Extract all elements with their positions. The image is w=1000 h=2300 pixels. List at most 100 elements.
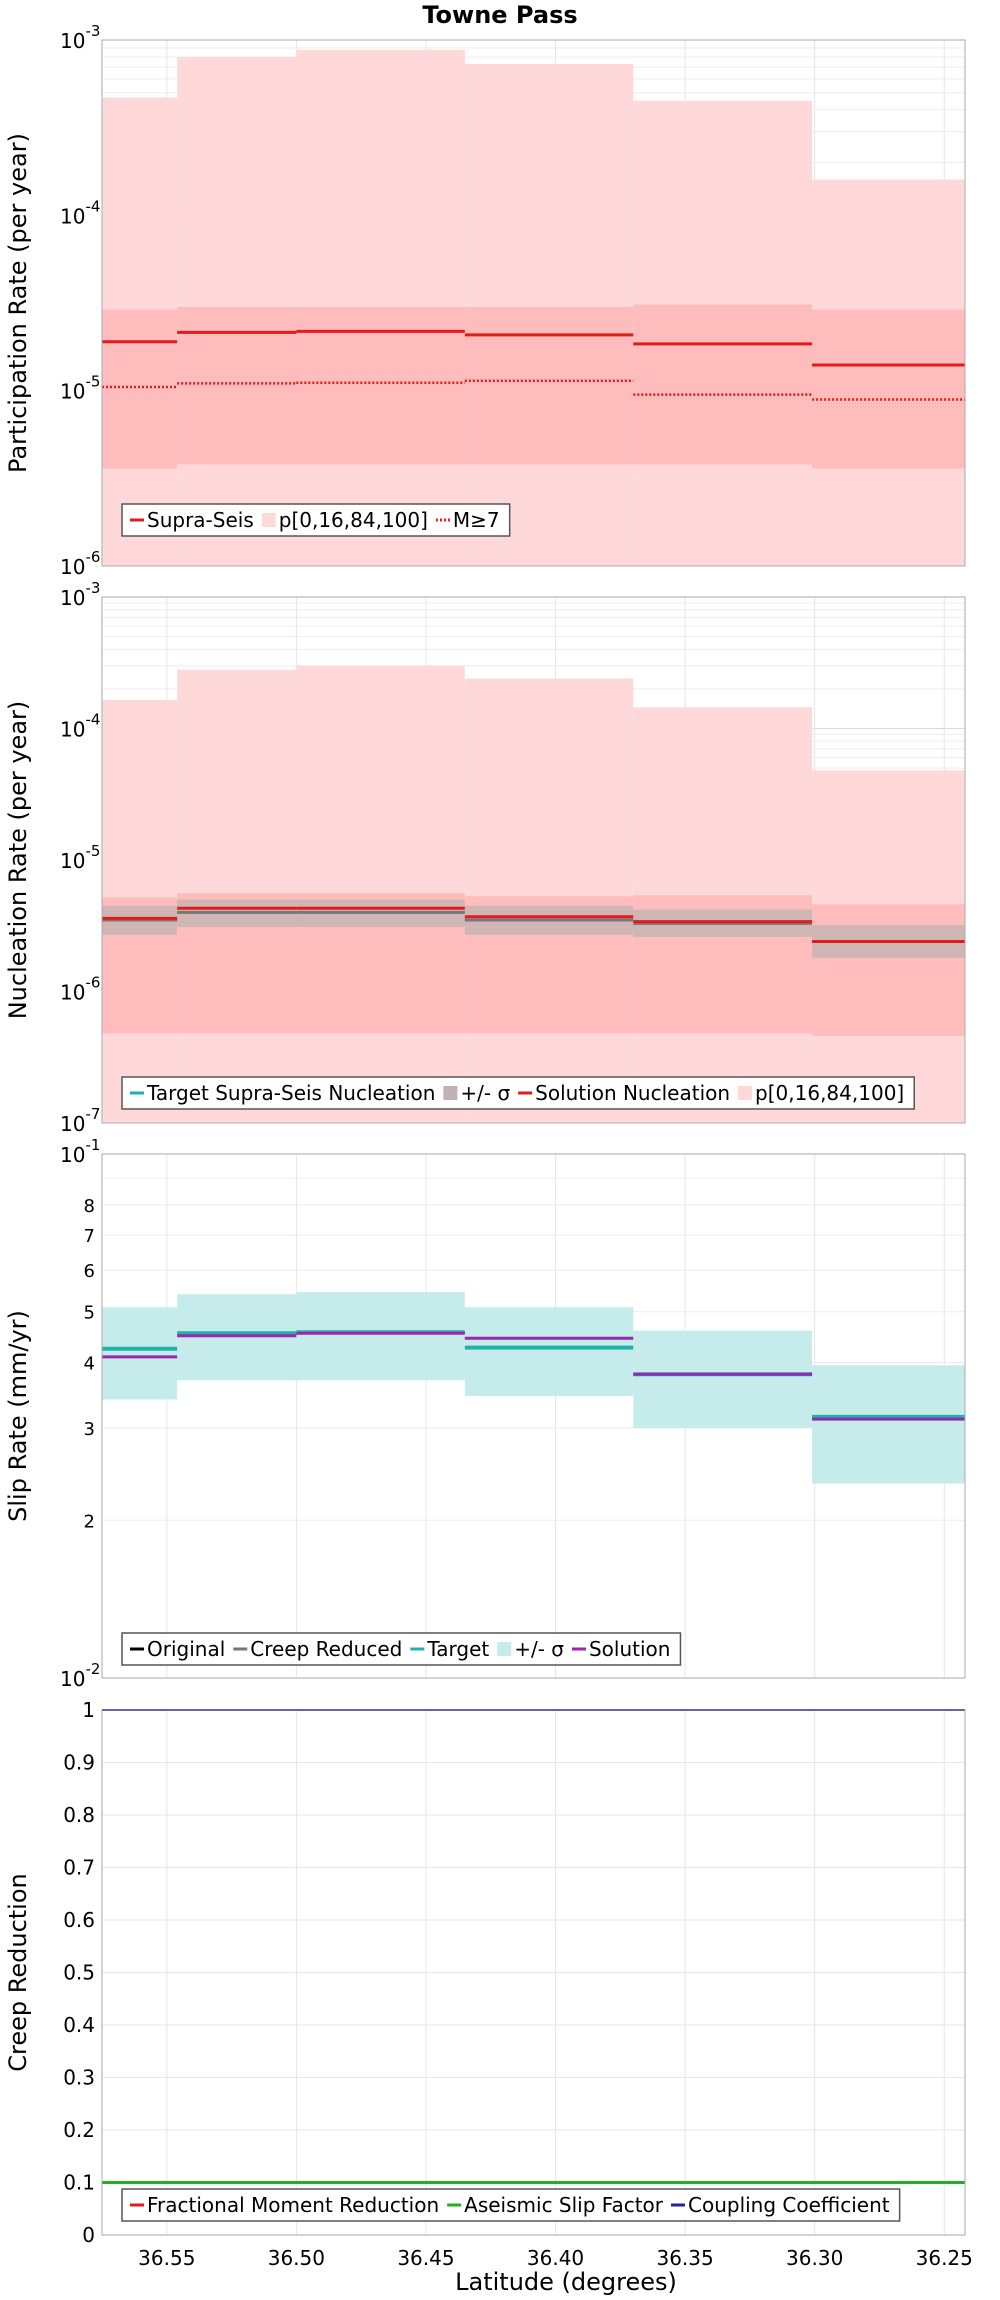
plot-frame [101,1153,966,1679]
legend-label: Creep Reduced [250,1637,402,1661]
y-tick-exponent: -3 [85,22,100,40]
y-tick-label: 6 [84,1261,95,1282]
y-tick-exponent: -5 [85,373,100,391]
legend: Supra-Seis p[0,16,84,100] M≥7 [121,503,511,537]
legend-swatch [261,513,276,527]
x-axis-label: Latitude (degrees) [455,2268,677,2296]
y-axis-label: Slip Rate (mm/yr) [4,1310,32,1522]
x-tick-label: 36.50 [268,2246,325,2270]
legend: Fractional Moment Reduction Aseismic Slip… [121,2188,901,2222]
panel-participation: 10-6 10-5 10-4 10-3 Participation Rate (per … [4,22,966,579]
chart-title: Towne Pass [422,1,577,29]
legend: Original Creep Reduced Target +/- σ Solution [121,1632,682,1666]
legend: Target Supra-Seis Nucleation +/- σ Solutio… [121,1076,915,1110]
band-segment [464,307,634,465]
band-segment [812,1365,965,1484]
legend-swatch [497,1642,512,1656]
legend-swatch [738,1086,753,1100]
band-segment [177,307,297,465]
y-tick-exponent: -4 [85,197,100,215]
plot-frame [101,1709,966,2236]
y-tick-label: 5 [84,1303,95,1324]
y-tick-label: 10-5 [60,842,100,873]
y-tick-exponent: -7 [85,1105,100,1123]
legend-box [121,2188,901,2222]
legend-label: Solution Nucleation [535,1081,730,1105]
legend-label: Target Supra-Seis Nucleation [146,1081,435,1105]
y-tick-label: 0.5 [63,1961,95,1985]
legend-label: Target [426,1637,489,1661]
band-segment [812,904,965,1036]
y-tick-labels: 10-6 10-5 10-4 10-3 [60,22,100,579]
y-tick-label: 10-2 [60,1660,100,1691]
legend-box [121,1076,915,1110]
y-tick-exponent: -2 [85,1660,100,1678]
y-tick-label: 10-3 [60,579,100,610]
band-segment [102,1307,178,1400]
legend-label: Fractional Moment Reduction [147,2193,439,2217]
y-tick-label: 0.8 [63,1803,95,1827]
x-tick-label: 36.55 [138,2246,195,2270]
y-tick-label: 0.1 [63,2171,95,2195]
y-tick-label: 8 [84,1196,95,1217]
legend-swatch [443,1086,458,1100]
y-tick-label: 10-6 [60,974,100,1005]
y-tick-labels: 10-2 2 3 4 5 6 7 8 10-1 [60,1136,100,1691]
y-tick-exponent: -6 [85,548,100,566]
band-segment [296,307,465,465]
x-tick-label: 36.35 [656,2246,713,2270]
y-tick-labels: 0 0.1 0.2 0.3 0.4 0.5 0.6 0.7 0.8 0.9 1 [63,1698,95,2247]
y-tick-label: 0.9 [63,1751,95,1775]
band-segment [633,1330,813,1428]
band-segment [102,309,178,469]
legend-label: +/- σ [460,1081,510,1105]
plot-frame [101,39,966,567]
y-tick-label: 10-1 [60,1136,100,1167]
y-tick-label: 0 [82,2223,95,2247]
plot-frame [101,596,966,1124]
y-axis-label: Participation Rate (per year) [4,133,32,473]
legend-label: Coupling Coefficient [688,2193,890,2217]
band-segment [296,1292,465,1381]
y-tick-label: 1 [82,1698,95,1722]
legend-label: Solution [589,1637,670,1661]
band-segment [812,309,965,469]
legend-box [121,1632,682,1666]
y-tick-exponent: -5 [85,842,100,860]
y-tick-label: 0.3 [63,2066,95,2090]
band-segment [464,1307,634,1397]
legend-label: Aseismic Slip Factor [464,2193,664,2217]
y-tick-label: 10-5 [60,373,100,404]
y-tick-label: 10-6 [60,548,100,579]
legend-label: Original [147,1637,225,1661]
series-layer [102,49,965,567]
y-tick-label: 2 [84,1511,95,1532]
band-segment [177,1294,297,1381]
y-tick-label: 0.6 [63,1908,95,1932]
x-tick-label: 36.30 [786,2246,843,2270]
series-layer [102,665,965,1123]
band-segment [633,304,813,465]
panel-slip: 10-2 2 3 4 5 6 7 8 10-1 Slip Rate (mm/yr) Original… [4,1136,966,1691]
legend-label: p[0,16,84,100] [755,1081,904,1105]
y-tick-label: 0.4 [63,2013,95,2037]
y-tick-exponent: -1 [85,1136,100,1154]
x-tick-label: 36.25 [916,2246,973,2270]
y-tick-exponent: -3 [85,579,100,597]
y-tick-exponent: -4 [85,711,100,729]
y-tick-label: 4 [84,1354,95,1375]
y-axis-label: Creep Reduction [4,1873,32,2071]
legend-label: p[0,16,84,100] [279,508,428,532]
y-tick-label: 10-4 [60,711,100,742]
legend-label: +/- σ [514,1637,564,1661]
y-tick-label: 10-7 [60,1105,100,1136]
y-tick-label: 10-4 [60,197,100,228]
y-tick-exponent: -6 [85,974,100,992]
panel-creep: 0 0.1 0.2 0.3 0.4 0.5 0.6 0.7 0.8 0.9 1 Creep Reduc… [4,1698,973,2270]
x-tick-labels: 36.55 36.50 36.45 36.40 36.35 36.30 36.25 [138,2246,973,2270]
y-tick-label: 3 [84,1419,95,1440]
y-tick-label: 0.2 [63,2118,95,2142]
y-tick-label: 7 [84,1226,95,1247]
